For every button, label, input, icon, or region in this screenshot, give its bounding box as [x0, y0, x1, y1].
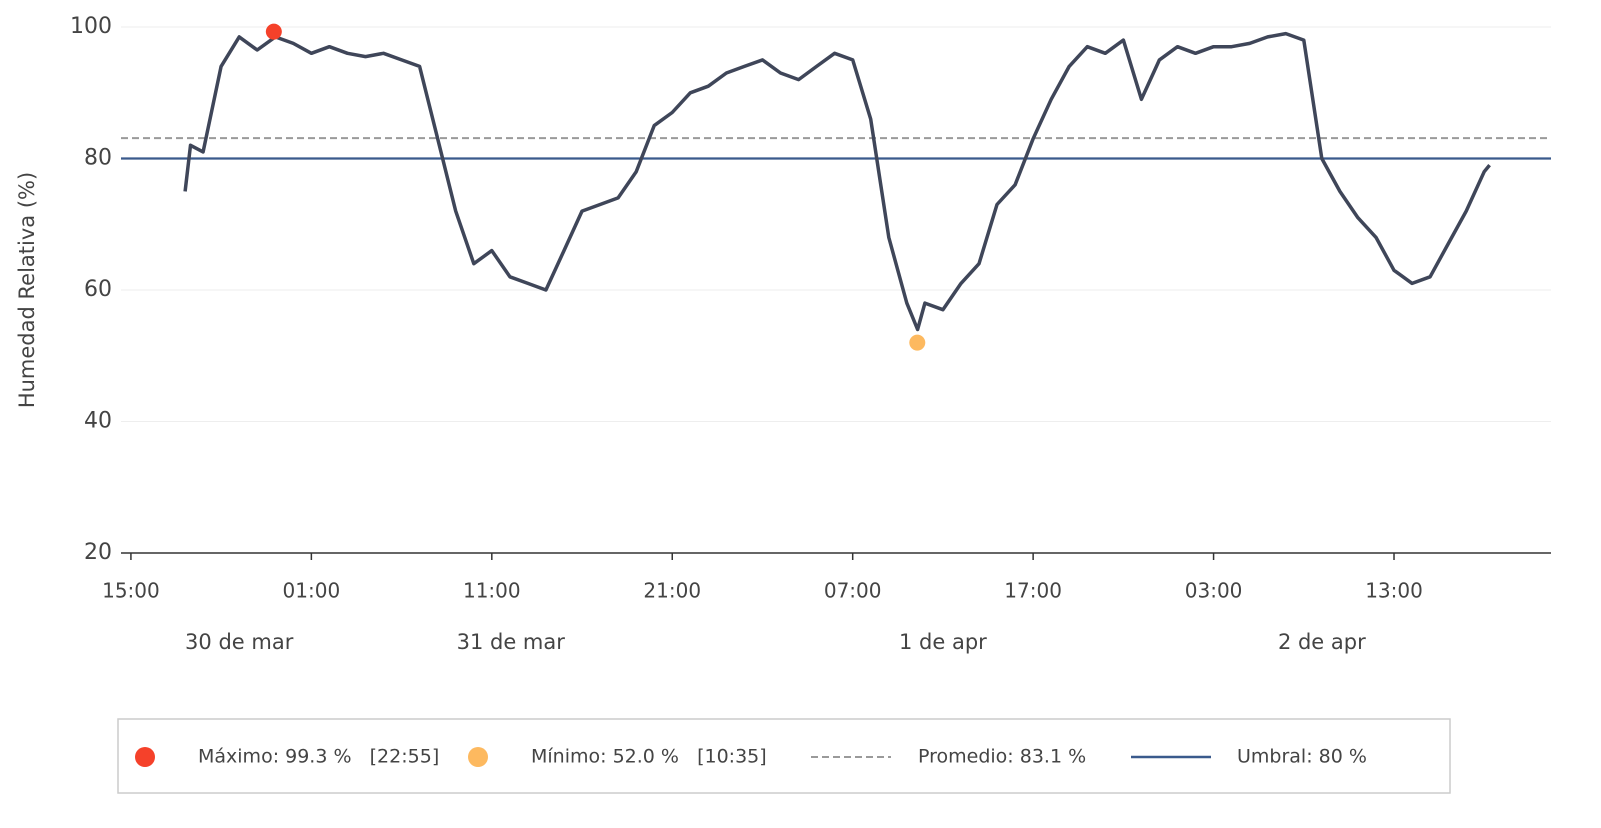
x-tick-label: 15:00 — [102, 579, 160, 603]
humidity-line — [183, 31, 1491, 332]
legend-max-swatch — [135, 747, 155, 767]
x-tick-label: 13:00 — [1365, 579, 1423, 603]
y-tick-label: 80 — [84, 146, 112, 171]
date-label: 30 de mar — [185, 630, 294, 654]
legend-label: Umbral: 80 % — [1237, 746, 1367, 768]
max-point — [265, 23, 282, 40]
date-label: 31 de mar — [457, 630, 566, 654]
y-tick-label: 100 — [70, 14, 112, 39]
date-label: 1 de apr — [899, 630, 987, 654]
y-axis-label: Humedad Relativa (%) — [15, 172, 39, 408]
y-tick-label: 40 — [84, 409, 112, 434]
y-tick-label: 20 — [84, 540, 112, 565]
legend-min-swatch — [468, 747, 488, 767]
x-tick-label: 01:00 — [283, 579, 341, 603]
x-tick-label: 17:00 — [1004, 579, 1062, 603]
x-tick-label: 11:00 — [463, 579, 521, 603]
min-point — [909, 334, 926, 351]
date-label: 2 de apr — [1278, 630, 1366, 654]
x-tick-label: 07:00 — [824, 579, 882, 603]
legend-label: Máximo: 99.3 % [22:55] — [198, 746, 439, 768]
legend-label: Promedio: 83.1 % — [918, 746, 1086, 768]
legend-box — [117, 718, 1451, 794]
legend-label: Mínimo: 52.0 % [10:35] — [531, 746, 767, 768]
y-tick-label: 60 — [84, 277, 112, 302]
x-tick-label: 03:00 — [1185, 579, 1243, 603]
x-tick-label: 21:00 — [643, 579, 701, 603]
